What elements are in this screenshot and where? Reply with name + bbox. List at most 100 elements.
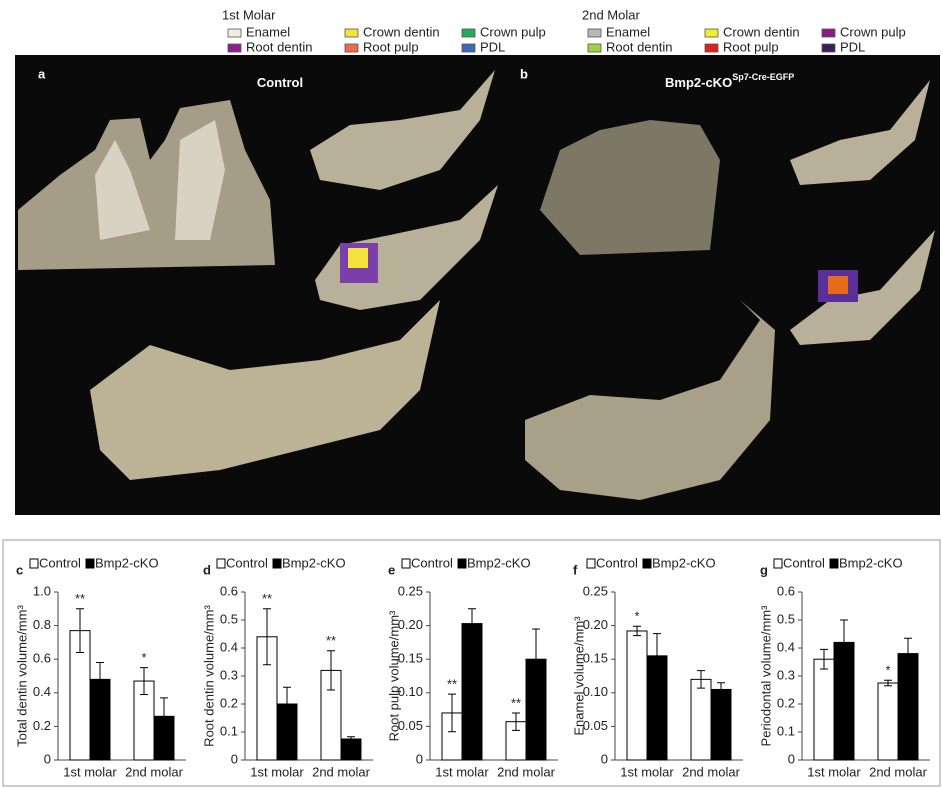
significance-mark: ** [262, 591, 272, 606]
legend-label: Control [39, 555, 81, 570]
legend-label: Crown pulp [480, 24, 546, 39]
y-tick-label: 0.8 [33, 617, 51, 632]
legend-label: Root pulp [723, 39, 779, 54]
legend-swatch [822, 29, 835, 37]
y-axis-label: Total dentin volume/mm³ [14, 605, 29, 747]
x-tick-label: 2nd molar [125, 764, 183, 779]
y-tick-label: 0.6 [33, 651, 51, 666]
x-tick-label: 2nd molar [869, 764, 927, 779]
legend-swatch [30, 559, 38, 568]
legend-swatch [705, 29, 718, 37]
significance-mark: ** [326, 633, 336, 648]
legend-swatch [774, 559, 782, 568]
legend-swatch [462, 44, 475, 52]
legend-label: Bmp2-cKO [282, 555, 346, 570]
y-tick-label: 0.5 [220, 611, 238, 626]
legend-label: Enamel [246, 24, 290, 39]
y-tick-label: 0.05 [583, 718, 608, 733]
bar [627, 631, 647, 760]
x-tick-label: 1st molar [63, 764, 117, 779]
y-tick-label: 0.15 [583, 651, 608, 666]
panel-label: b [520, 66, 528, 81]
bar [691, 679, 711, 760]
bar [898, 654, 918, 760]
legend-label: Control [226, 555, 268, 570]
x-tick-label: 1st molar [435, 764, 489, 779]
y-tick-label: 0.4 [777, 639, 795, 654]
legend-label: Root pulp [363, 39, 419, 54]
y-tick-label: 0.4 [33, 684, 51, 699]
bar [878, 683, 898, 760]
legend-swatch [822, 44, 835, 52]
legend-label: Crown dentin [363, 24, 440, 39]
legend-swatch [830, 559, 838, 568]
figure: 1st Molar Enamel Crown dentin Crown pulp Roo… [0, 0, 943, 789]
panel-label: d [203, 562, 211, 577]
legend-swatch [345, 44, 358, 52]
legend-label: Root dentin [246, 39, 313, 54]
legend-swatch [217, 559, 225, 568]
panel-title-superscript: Sp7-Cre-EGFP [732, 72, 794, 82]
y-tick-label: 0.1 [777, 723, 795, 738]
y-tick-label: 0.05 [398, 718, 423, 733]
bar [711, 689, 731, 760]
y-axis-label: Periodontal volume/mm³ [758, 605, 773, 747]
legend-swatch [462, 29, 475, 37]
segmented-molar [348, 248, 368, 268]
y-axis-label: Root dentin volume/mm³ [201, 605, 216, 747]
legend-swatch [86, 559, 94, 568]
x-tick-label: 1st molar [807, 764, 861, 779]
panel-label: f [573, 562, 578, 577]
panel-title-text: Control [257, 75, 303, 90]
x-tick-label: 2nd molar [312, 764, 370, 779]
y-tick-label: 0.4 [220, 639, 238, 654]
x-tick-label: 1st molar [250, 764, 304, 779]
y-tick-label: 0.15 [398, 651, 423, 666]
y-axis-label: Enamel volume/mm³ [571, 616, 586, 736]
legend-swatch [228, 44, 241, 52]
y-tick-label: 0.10 [398, 684, 423, 699]
y-tick-label: 0.2 [33, 718, 51, 733]
legend-label: PDL [840, 39, 865, 54]
bar [341, 739, 361, 760]
y-tick-label: 0.1 [220, 723, 238, 738]
legend-swatch [345, 29, 358, 37]
panel-title: Control [257, 75, 303, 90]
y-tick-label: 0.6 [777, 583, 795, 598]
legend-label: Control [783, 555, 825, 570]
significance-mark: ** [511, 695, 521, 710]
y-tick-label: 0 [416, 751, 423, 766]
y-tick-label: 0 [788, 751, 795, 766]
y-tick-label: 0.5 [777, 611, 795, 626]
y-tick-label: 0.3 [777, 667, 795, 682]
significance-mark: ** [447, 677, 457, 692]
x-tick-label: 2nd molar [497, 764, 555, 779]
legend-label: Crown pulp [840, 24, 906, 39]
panel-label: c [16, 562, 23, 577]
legend-swatch [705, 44, 718, 52]
legend-swatch [588, 44, 601, 52]
legend-title: 1st Molar [222, 7, 276, 22]
ct-images [15, 55, 940, 515]
y-tick-label: 1.0 [33, 583, 51, 598]
legend-label: Control [596, 555, 638, 570]
legend-swatch [273, 559, 281, 568]
x-tick-label: 2nd molar [682, 764, 740, 779]
legend-label: Crown dentin [723, 24, 800, 39]
panel-title-text: Bmp2-cKO [665, 75, 732, 90]
legend-label: Control [411, 555, 453, 570]
x-tick-label: 1st molar [620, 764, 674, 779]
legend-label: Enamel [606, 24, 650, 39]
y-tick-label: 0 [231, 751, 238, 766]
segmented-molar [828, 276, 848, 294]
significance-mark: ** [75, 591, 85, 606]
legend-swatch [458, 559, 466, 568]
panel-label: e [388, 562, 395, 577]
legend-swatch [588, 29, 601, 37]
legend-label: Bmp2-cKO [95, 555, 159, 570]
y-tick-label: 0 [601, 751, 608, 766]
legend-swatch [402, 559, 410, 568]
legend-swatch [643, 559, 651, 568]
significance-mark: * [885, 663, 890, 678]
legend-swatch [587, 559, 595, 568]
